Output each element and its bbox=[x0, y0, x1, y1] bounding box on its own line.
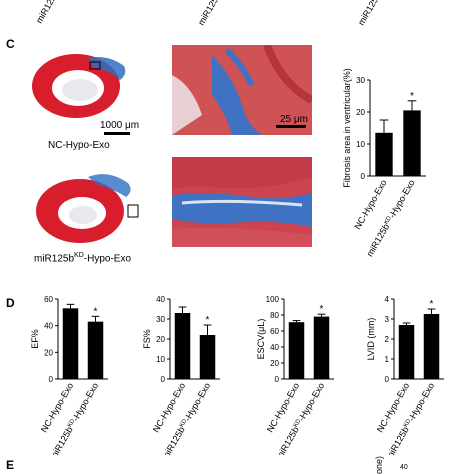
y-tick-label: 40 bbox=[156, 295, 165, 304]
bar bbox=[174, 313, 191, 379]
y-tick-label: 100 bbox=[266, 295, 280, 304]
y-tick-label: 30 bbox=[356, 76, 365, 85]
bar bbox=[199, 335, 216, 379]
y-tick-label: 30 bbox=[156, 315, 165, 324]
y-tick-label: 60 bbox=[270, 327, 279, 336]
y-tick-label: 0 bbox=[361, 172, 366, 181]
y-tick-label: 1 bbox=[385, 355, 390, 364]
bar bbox=[288, 322, 305, 379]
scale-bar-zoom-label: 25 μm bbox=[280, 114, 308, 125]
scale-bar-whole-label: 1000 μm bbox=[100, 120, 140, 131]
significance-marker: * bbox=[94, 306, 98, 317]
bar bbox=[398, 325, 415, 379]
y-tick-label: 20 bbox=[270, 359, 279, 368]
y-tick-label: 2 bbox=[385, 335, 390, 344]
zoom-section-nc bbox=[172, 45, 312, 135]
bar bbox=[375, 132, 393, 176]
y-tick-label: 80 bbox=[270, 311, 279, 320]
y-axis-label: FS% bbox=[142, 329, 152, 349]
y-tick-label: 4 bbox=[385, 295, 390, 304]
bar bbox=[313, 316, 330, 379]
scale-bar-whole bbox=[104, 132, 130, 135]
top-label-1: miR125b bbox=[34, 0, 61, 26]
bar bbox=[423, 314, 440, 379]
y-tick-label: 0 bbox=[161, 375, 166, 384]
y-axis-label: LVID (mm) bbox=[366, 318, 376, 361]
y-axis-label: Fibrosis area in ventricular(%) bbox=[342, 68, 352, 188]
panel-letter-c: C bbox=[6, 37, 15, 51]
y-tick-label: 40 bbox=[44, 322, 53, 331]
top-label-3: miR125b bbox=[356, 0, 383, 28]
bar bbox=[62, 308, 79, 379]
significance-marker: * bbox=[430, 299, 434, 310]
y-tick-label: 0 bbox=[275, 375, 280, 384]
y-tick-label: 10 bbox=[156, 355, 165, 364]
y-tick-label: 0 bbox=[49, 375, 54, 384]
y-axis-label: EF% bbox=[30, 329, 40, 349]
significance-marker: * bbox=[320, 304, 324, 315]
heart-section-kd bbox=[36, 174, 139, 243]
y-tick-label: 10 bbox=[356, 140, 365, 149]
y-tick-label: 20 bbox=[44, 348, 53, 357]
y-tick-label: 40 bbox=[270, 343, 279, 352]
heart-section-nc bbox=[32, 54, 126, 118]
y-tick-label: 20 bbox=[356, 108, 365, 117]
group-label-nc: NC-Hypo-Exo bbox=[48, 140, 110, 151]
chart-escv: 020406080100ESCV(μL)NC-Hypo-Exo*miR125bK… bbox=[256, 295, 334, 455]
top-label-2: miR125b bbox=[196, 0, 223, 28]
panel-letter-e: E bbox=[6, 458, 15, 472]
group-label-kd: miR125bKD-Hypo-Exo bbox=[34, 252, 132, 265]
panel-letter-d: D bbox=[6, 296, 15, 310]
bar bbox=[87, 321, 104, 379]
y-axis-label: ESCV(μL) bbox=[256, 319, 266, 360]
y-tick-label: 20 bbox=[156, 335, 165, 344]
y-tick-label: 0 bbox=[385, 375, 390, 384]
y-tick-label: 3 bbox=[385, 315, 390, 324]
panel-e-partial-label: one) bbox=[374, 455, 384, 474]
bar bbox=[403, 110, 421, 176]
significance-marker: * bbox=[410, 91, 414, 102]
chart-fs: 010203040FS%NC-Hypo-Exo*miR125bKD-Hypo-E… bbox=[142, 295, 220, 455]
panel-e-partial-tick: 40 bbox=[400, 464, 408, 471]
significance-marker: * bbox=[206, 315, 210, 326]
y-tick-label: 60 bbox=[44, 295, 53, 304]
zoom-section-kd bbox=[172, 157, 312, 247]
